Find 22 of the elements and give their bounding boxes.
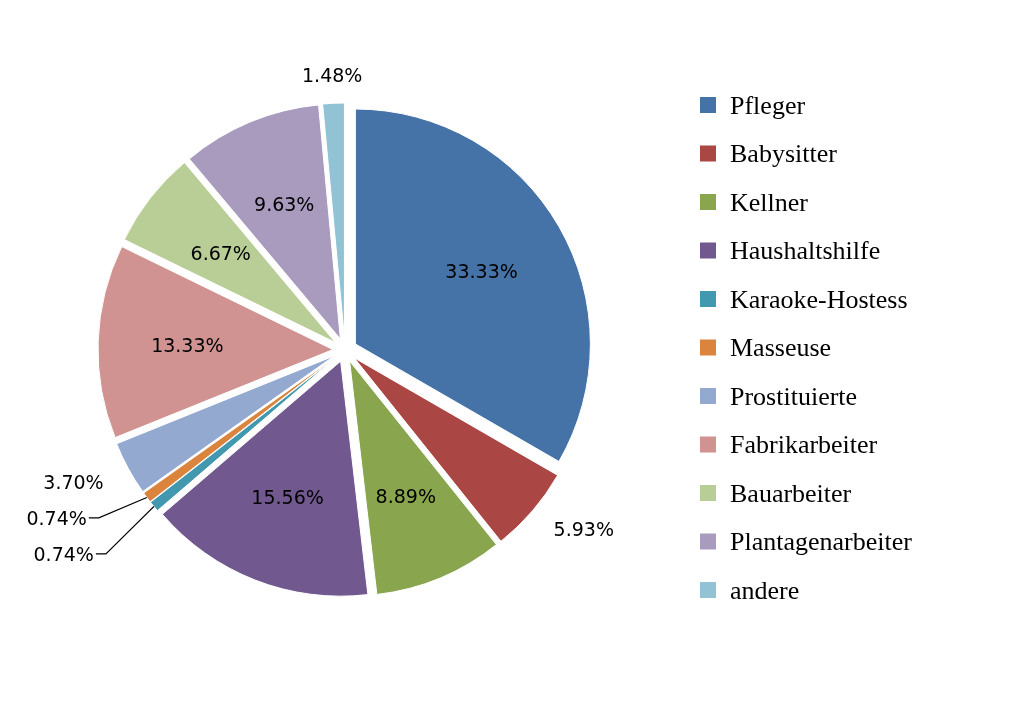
data-label: 1.48% (302, 64, 363, 87)
legend-label: Kellner (730, 187, 809, 217)
legend-label: Masseuse (730, 333, 832, 362)
legend-label: andere (730, 575, 800, 605)
legend-label: Bauarbeiter (730, 478, 852, 508)
data-label: 5.93% (553, 518, 614, 541)
data-label: 0.74% (33, 542, 94, 565)
data-label: 33.33% (445, 260, 518, 283)
data-label: 3.70% (43, 470, 104, 493)
data-label: 13.33% (151, 333, 224, 356)
legend-label: Karaoke-Hostess (730, 284, 908, 314)
data-label: 6.67% (190, 241, 251, 264)
legend-label: Babysitter (730, 139, 838, 168)
data-label: 9.63% (254, 193, 315, 216)
data-label: 15.56% (251, 485, 324, 508)
legend-label: Plantagenarbeiter (730, 527, 913, 556)
legend-label: Haushaltshilfe (730, 236, 881, 265)
data-label: 0.74% (26, 506, 87, 529)
legend-label: Fabrikarbeiter (730, 430, 878, 459)
legend-label: Pfleger (730, 90, 806, 120)
legend-label: Prostituierte (730, 381, 858, 411)
data-label: 8.89% (375, 484, 436, 507)
